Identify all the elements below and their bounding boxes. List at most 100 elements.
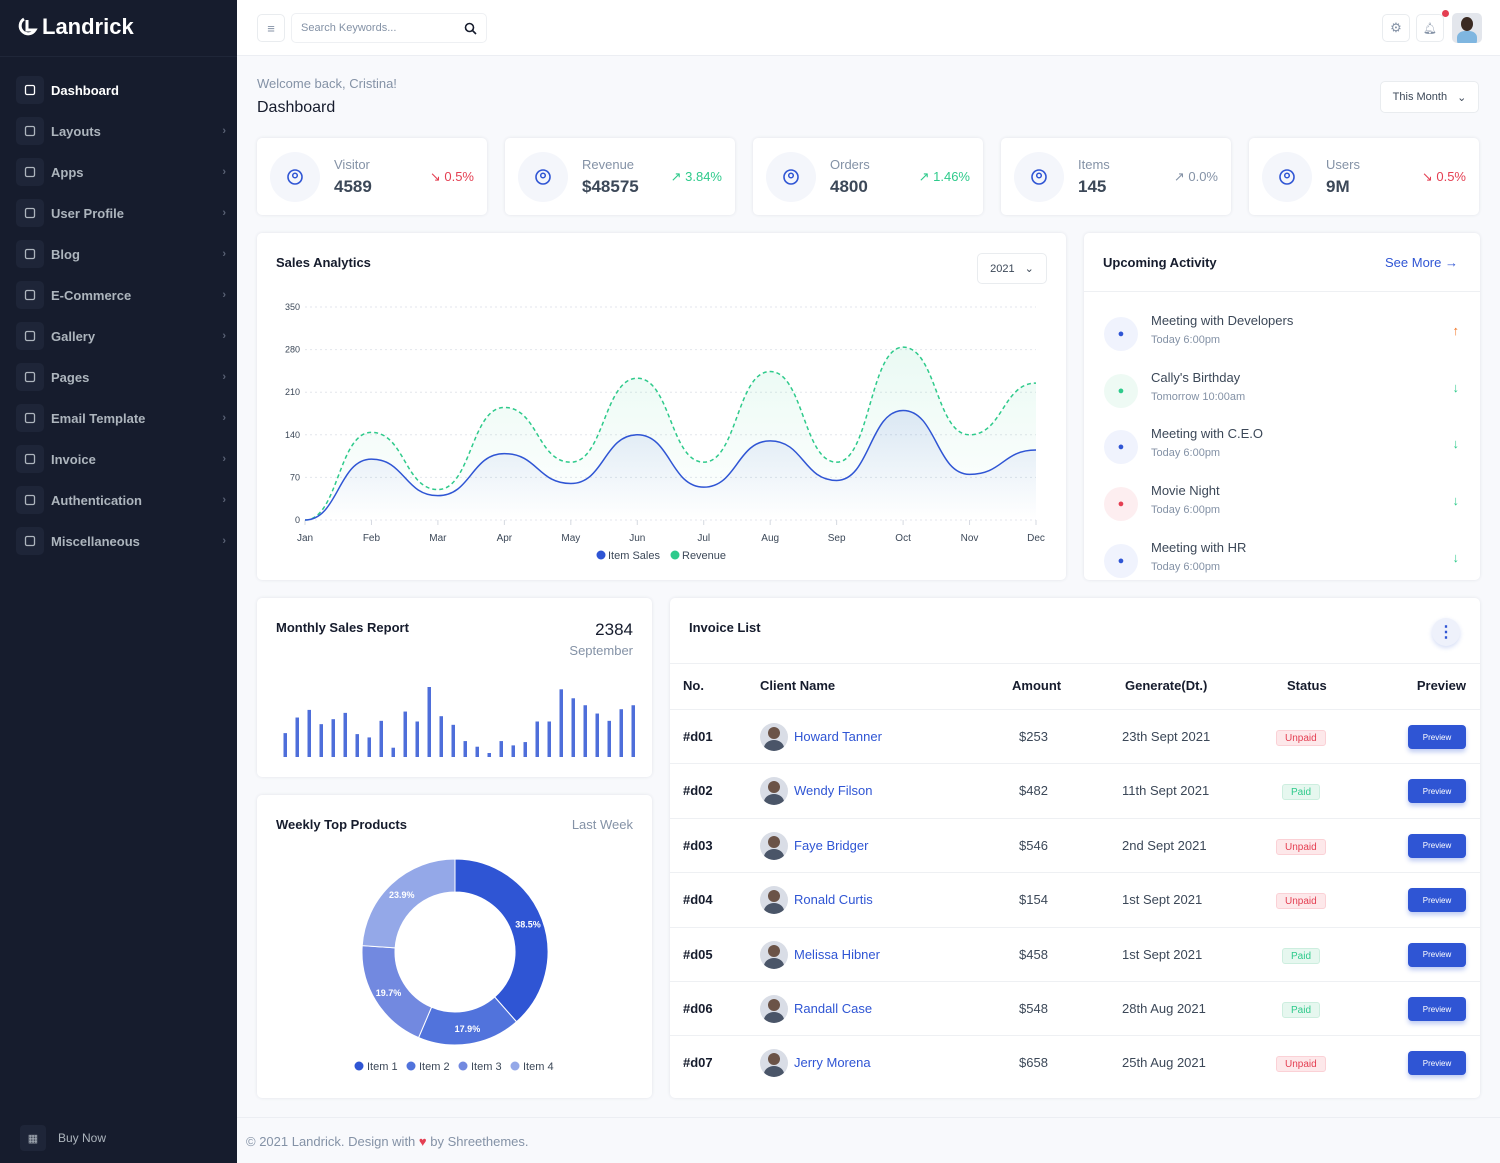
notifications-button[interactable]: 🔔︎ bbox=[1416, 14, 1444, 42]
activity-item[interactable]: ● Movie Night Today 6:00pm ↓ bbox=[1104, 483, 1459, 533]
top-header: ≡ Search Keywords... ⚙ 🔔︎ bbox=[237, 0, 1500, 56]
stat-value: 4589 bbox=[334, 177, 372, 196]
preview-button[interactable]: Preview bbox=[1408, 779, 1466, 804]
sidebar-item-email-template[interactable]: Email Template › bbox=[16, 403, 226, 433]
sidebar-item-apps[interactable]: Apps › bbox=[16, 157, 226, 187]
chevron-right-icon: › bbox=[222, 125, 226, 137]
activity-item[interactable]: ● Meeting with C.E.O Today 6:00pm ↓ bbox=[1104, 426, 1459, 476]
client-name-link[interactable]: Jerry Morena bbox=[794, 1055, 871, 1071]
client-name-link[interactable]: Faye Bridger bbox=[794, 837, 869, 853]
page-title: Dashboard bbox=[257, 99, 336, 116]
invoice-date: 11th Sept 2021 bbox=[1122, 783, 1210, 799]
sidebar-item-label: Apps bbox=[51, 164, 84, 180]
column-header: Client Name bbox=[760, 678, 836, 693]
period-select[interactable]: This Month ⌄ bbox=[1380, 81, 1479, 113]
status-badge: Paid bbox=[1282, 784, 1321, 801]
stat-card-items: Items 145 ↗ 0.0% bbox=[1001, 138, 1231, 215]
activity-item[interactable]: ● Meeting with HR Today 6:00pm ↓ bbox=[1104, 540, 1459, 590]
x-tick-label: May bbox=[561, 533, 580, 544]
legend-marker bbox=[670, 550, 680, 560]
table-row: #d04 Ronald Curtis $154 1st Sept 2021 Un… bbox=[670, 872, 1480, 926]
menu-toggle-button[interactable]: ≡ bbox=[257, 14, 285, 42]
buy-now-link[interactable]: ▦ Buy Now bbox=[20, 1125, 106, 1151]
client-name-link[interactable]: Randall Case bbox=[794, 1001, 873, 1016]
store-icon bbox=[1014, 152, 1064, 202]
activity-title: Meeting with HR bbox=[1151, 539, 1247, 555]
bar bbox=[535, 721, 539, 757]
column-header: Status bbox=[1287, 678, 1327, 693]
invoice-date: 28th Aug 2021 bbox=[1122, 1001, 1206, 1016]
preview-button[interactable]: Preview bbox=[1408, 833, 1466, 858]
invoice-number: #d06 bbox=[683, 1001, 713, 1016]
bar bbox=[427, 687, 431, 757]
preview-button[interactable]: Preview bbox=[1408, 997, 1466, 1021]
x-tick-label: Feb bbox=[363, 533, 381, 544]
search-input[interactable]: Search Keywords... bbox=[291, 13, 487, 43]
trend-down-icon: ↘ bbox=[429, 169, 441, 184]
series-line-item-sales bbox=[304, 409, 1037, 521]
user-avatar[interactable] bbox=[1452, 13, 1482, 43]
notification-dot bbox=[1442, 10, 1449, 17]
sidebar-item-dashboard[interactable]: Dashboard bbox=[16, 75, 226, 105]
chevron-right-icon: › bbox=[222, 412, 226, 424]
invoice-date: 1st Sept 2021 bbox=[1122, 946, 1203, 962]
chevron-right-icon: › bbox=[222, 535, 226, 547]
invoice-number: #d05 bbox=[683, 946, 713, 962]
chevron-right-icon: › bbox=[222, 494, 226, 506]
client-avatar bbox=[760, 886, 788, 915]
bar bbox=[619, 709, 623, 757]
search-icon[interactable] bbox=[464, 22, 477, 35]
heart-icon: ♥ bbox=[418, 1134, 427, 1149]
status-badge: Unpaid bbox=[1276, 1056, 1326, 1073]
status-badge: Paid bbox=[1282, 1002, 1321, 1018]
sidebar-item-e-commerce[interactable]: E-Commerce › bbox=[16, 280, 226, 310]
logo[interactable]: Landrick bbox=[16, 14, 134, 40]
client-name-link[interactable]: Melissa Hibner bbox=[794, 946, 880, 962]
sidebar-item-invoice[interactable]: Invoice › bbox=[16, 444, 226, 474]
sidebar-item-blog[interactable]: Blog › bbox=[16, 239, 226, 269]
sidebar-item-authentication[interactable]: Authentication › bbox=[16, 485, 226, 515]
column-header: Amount bbox=[1012, 678, 1062, 693]
client-name-link[interactable]: Ronald Curtis bbox=[794, 892, 873, 908]
bar bbox=[283, 733, 287, 757]
client-name-link[interactable]: Wendy Filson bbox=[794, 783, 873, 799]
x-tick-label: Aug bbox=[761, 533, 779, 544]
client-avatar bbox=[760, 723, 788, 751]
status-badge: Unpaid bbox=[1276, 893, 1326, 910]
activity-item[interactable]: ● Meeting with Developers Today 6:00pm ↑ bbox=[1104, 313, 1459, 363]
sidebar-item-label: Pages bbox=[51, 369, 90, 385]
invoice-amount: $154 bbox=[1019, 892, 1048, 908]
settings-button[interactable]: ⚙ bbox=[1382, 14, 1410, 42]
brand-name: Landrick bbox=[42, 14, 134, 39]
activity-time: Today 6:00pm bbox=[1151, 504, 1221, 517]
stat-label: Users bbox=[1326, 157, 1360, 172]
client-name-link[interactable]: Howard Tanner bbox=[794, 729, 882, 744]
sidebar-item-pages[interactable]: Pages › bbox=[16, 362, 226, 392]
sidebar-item-gallery[interactable]: Gallery › bbox=[16, 321, 226, 351]
sidebar-item-miscellaneous[interactable]: Miscellaneous › bbox=[16, 526, 226, 556]
footer-text-after: by Shreethemes. bbox=[430, 1134, 529, 1149]
see-more-link[interactable]: See More → bbox=[1385, 255, 1458, 270]
legend-marker bbox=[406, 1061, 416, 1071]
sidebar-item-layouts[interactable]: Layouts › bbox=[16, 116, 226, 146]
year-value: 2021 bbox=[990, 262, 1015, 275]
card-title: Monthly Sales Report bbox=[276, 620, 409, 635]
preview-button[interactable]: Preview bbox=[1408, 888, 1466, 913]
legend-label: Item 3 bbox=[471, 1061, 502, 1073]
preview-button[interactable]: Preview bbox=[1408, 942, 1466, 967]
invoice-number: #d03 bbox=[683, 837, 713, 853]
users-icon: ● bbox=[1104, 543, 1138, 578]
sidebar-item-user-profile[interactable]: User Profile › bbox=[16, 198, 226, 228]
status-badge: Unpaid bbox=[1276, 730, 1326, 746]
gift-icon: ● bbox=[1104, 373, 1138, 408]
preview-button[interactable]: Preview bbox=[1408, 725, 1466, 749]
year-select[interactable]: 2021 ⌄ bbox=[977, 253, 1047, 284]
activity-item[interactable]: ● Cally's Birthday Tomorrow 10:00am ↓ bbox=[1104, 370, 1459, 420]
footer: © 2021 Landrick. Design with ♥ by Shreet… bbox=[237, 1117, 1500, 1163]
monthly-sales-card: Monthly Sales Report 2384 September bbox=[257, 598, 652, 777]
more-options-button[interactable]: ⋮ bbox=[1432, 618, 1460, 646]
stat-label: Items bbox=[1078, 157, 1110, 172]
preview-button[interactable]: Preview bbox=[1408, 1051, 1466, 1076]
x-tick-label: Jun bbox=[629, 533, 645, 544]
client-avatar bbox=[760, 1049, 788, 1078]
